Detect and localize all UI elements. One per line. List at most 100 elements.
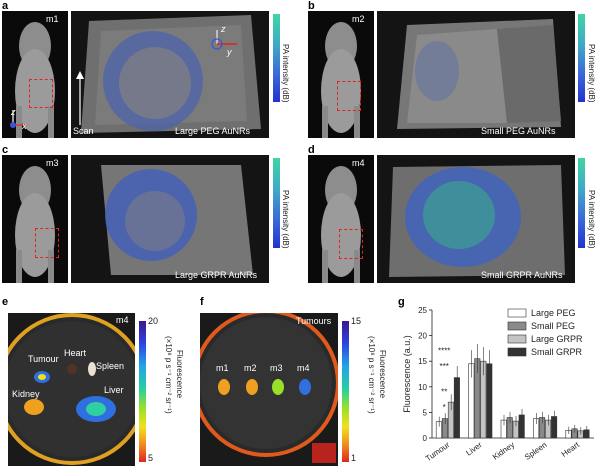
panel-label-e: e <box>2 296 9 308</box>
legend-swatch-0 <box>507 308 527 318</box>
colorbar-max-e: 20 <box>148 316 159 326</box>
y-tick-label: 15 <box>418 357 427 366</box>
mouse-photo-m4: m4 <box>308 155 374 283</box>
pa-colorbar-c <box>273 158 280 248</box>
pa-image-c: Large GRPR AuNRs <box>71 155 269 283</box>
fluorescence-colorbar-e <box>139 321 146 462</box>
bar-large-peg-tumour <box>435 421 442 439</box>
axes-icon-3d <box>211 30 237 50</box>
scan-label: Scan <box>73 126 94 136</box>
significance-mark: * <box>443 403 446 412</box>
tumour-roi-box <box>339 229 363 259</box>
x-tick-label-tumour: Tumour <box>424 440 452 463</box>
petri-dish-e <box>8 313 135 465</box>
panel-label-b: b <box>308 0 315 12</box>
organ-label-tumour: Tumour <box>28 354 59 364</box>
organ-label-kidney: Kidney <box>12 389 40 399</box>
mouse-photo-m2: m2 <box>308 11 374 138</box>
panel-label-a: a <box>2 0 9 12</box>
panel-caption-c: Large GRPR AuNRs <box>175 270 258 280</box>
panel-caption-a: Large PEG AuNRs <box>175 126 251 136</box>
tumour-roi-box <box>29 79 53 108</box>
legend-swatch-2 <box>507 334 527 344</box>
axis-z-label-3d: z <box>221 24 226 34</box>
panel-label-f: f <box>200 296 204 308</box>
significance-mark: ** <box>441 387 447 396</box>
colorbar-max-f: 15 <box>351 316 362 326</box>
pa-colorbar-label-c: PA intensity (dB) <box>281 190 290 249</box>
tumour-label-m1: m1 <box>216 363 229 373</box>
y-axis-label: Fluorescence (a.u.) <box>402 335 412 413</box>
x-tick-label-liver: Liver <box>464 440 484 458</box>
mouse-photo-m3: m3 <box>2 155 68 283</box>
petri-dish-f <box>200 313 338 463</box>
x-tick-label-heart: Heart <box>560 440 582 459</box>
scan-arrow-icon <box>76 71 84 125</box>
bar-chart-g: 0 5 10 15 20 25 Fluorescence (a.u.) Tumour Liver… <box>402 306 594 463</box>
bar-small-grpr-liver <box>486 363 493 439</box>
axis-z-label: z <box>11 107 16 117</box>
legend-label-3: Small GRPR <box>531 347 583 357</box>
mouse-tag: m4 <box>116 315 129 325</box>
bar-large-grpr-liver <box>480 360 487 439</box>
bar-large-grpr-tumour <box>447 401 454 439</box>
pa-colorbar-label-b: PA intensity (dB) <box>587 44 596 103</box>
tumour-label-m2: m2 <box>244 363 257 373</box>
pa-volume-render <box>397 19 561 129</box>
fluor-units-e: (×10⁸ p s⁻¹ cm⁻² sr⁻¹) <box>164 336 173 414</box>
bar-small-peg-spleen <box>539 417 546 439</box>
y-tick-label: 10 <box>418 383 427 392</box>
bar-small-grpr-tumour <box>453 377 460 439</box>
mouse-tag: m4 <box>352 158 365 168</box>
fluor-units-f: (×10⁸ p s⁻¹ cm⁻² sr⁻¹) <box>367 336 376 414</box>
y-tick-label: 20 <box>418 332 427 341</box>
panel-label-c: c <box>2 144 9 156</box>
pa-image-a: z y Scan Large PEG AuNRs <box>71 11 269 138</box>
fluorescence-image-e: m4 Tumour Heart Spleen Kidney Liver <box>8 313 135 466</box>
y-tick-label: 25 <box>418 306 427 315</box>
panel-caption-d: Small GRPR AuNRs <box>481 270 563 280</box>
tumour-roi-box <box>337 81 361 111</box>
mouse-photo-m1: m1 z x <box>2 11 68 138</box>
fluorescence-image-f: Tumours m1 m2 m3 m4 <box>200 313 338 466</box>
y-tick-label: 0 <box>423 434 428 443</box>
panel-title-f: Tumours <box>296 316 332 326</box>
panel-caption-b: Small PEG AuNRs <box>481 126 556 136</box>
mouse-tag: m2 <box>352 14 365 24</box>
pa-volume-render <box>101 165 253 275</box>
organ-label-liver: Liver <box>104 385 124 395</box>
mouse-tag: m1 <box>46 14 59 24</box>
bar-large-peg-liver <box>468 363 475 439</box>
organ-label-spleen: Spleen <box>96 361 125 371</box>
mouse-tag: m3 <box>46 158 59 168</box>
bar-large-peg-spleen <box>533 418 540 439</box>
axes-icon <box>10 111 27 128</box>
fluor-label-f: Fluorescence <box>378 350 387 399</box>
mouse-silhouette <box>321 166 361 283</box>
bar-small-peg-tumour <box>441 418 448 439</box>
tumour-label-m3: m3 <box>270 363 283 373</box>
axis-y-label-3d: y <box>227 47 232 57</box>
significance-mark: **** <box>438 347 450 356</box>
axis-x-label: x <box>22 121 27 131</box>
x-tick-label-spleen: Spleen <box>523 440 549 462</box>
pa-volume-render <box>81 15 261 133</box>
significance-mark: *** <box>440 362 449 371</box>
legend-label-2: Large GRPR <box>531 334 583 344</box>
organ-label-heart: Heart <box>64 348 87 358</box>
pa-colorbar-a <box>273 14 280 102</box>
tumour-label-m4: m4 <box>297 363 310 373</box>
pa-image-d: Small GRPR AuNRs <box>377 155 575 283</box>
panel-label-g: g <box>398 296 405 308</box>
mouse-silhouette <box>321 22 361 138</box>
colorbar-min-f: 1 <box>351 453 357 463</box>
colorbar-min-e: 5 <box>148 453 154 463</box>
legend-swatch-1 <box>507 321 527 331</box>
pa-colorbar-label-d: PA intensity (dB) <box>587 190 596 249</box>
mouse-silhouette <box>15 166 55 283</box>
fluorescence-colorbar-f <box>342 321 349 462</box>
pa-colorbar-label-a: PA intensity (dB) <box>281 44 290 103</box>
fluor-label-e: Fluorescence <box>175 350 184 399</box>
y-tick-label: 5 <box>423 408 428 417</box>
bar-small-grpr-spleen <box>551 416 558 439</box>
